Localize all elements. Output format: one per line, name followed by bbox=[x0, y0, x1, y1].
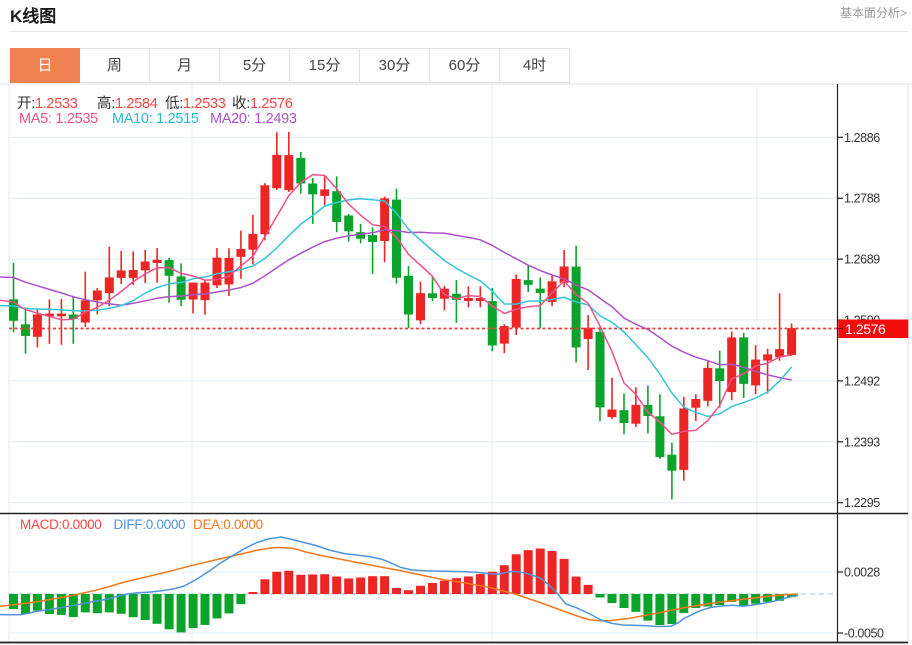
svg-text:1.2689: 1.2689 bbox=[844, 253, 880, 267]
svg-text:1.2788: 1.2788 bbox=[844, 192, 880, 206]
svg-text:1.2393: 1.2393 bbox=[844, 435, 880, 449]
svg-text:1.2886: 1.2886 bbox=[844, 131, 880, 145]
svg-text:1.2295: 1.2295 bbox=[844, 496, 880, 510]
svg-text:0.0028: 0.0028 bbox=[844, 566, 880, 580]
svg-text:1.2576: 1.2576 bbox=[845, 321, 886, 337]
svg-text:1.2492: 1.2492 bbox=[844, 374, 880, 388]
svg-text:-0.0050: -0.0050 bbox=[844, 627, 884, 641]
